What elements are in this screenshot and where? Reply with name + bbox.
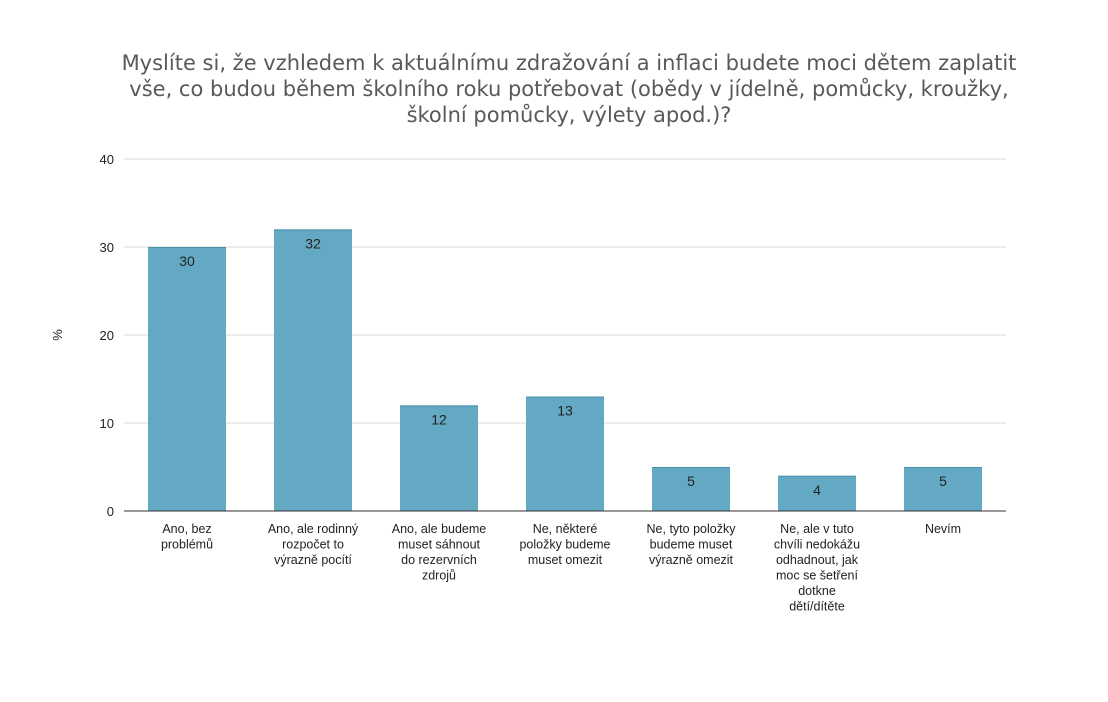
- bar: [148, 247, 226, 511]
- y-axis-ticks: 0 10 20 30 40: [100, 152, 114, 519]
- y-tick-label: 20: [100, 328, 114, 343]
- x-tick-label: Ano, ale rodinný rozpočet to výrazně pocít…: [268, 522, 359, 567]
- x-tick-label-line: výrazně omezit: [649, 553, 734, 567]
- x-axis-ticks: Ano, bez problémů Ano, ale rodinný rozpočet…: [161, 522, 961, 614]
- x-tick-label-line: Ano, ale budeme: [392, 522, 487, 536]
- x-tick-label-line: rozpočet to: [282, 538, 344, 552]
- x-tick-label-line: výrazně pocítí: [274, 553, 352, 567]
- x-tick-label-line: Ne, ale v tuto: [780, 522, 854, 536]
- x-tick-label-line: položky budeme: [519, 538, 610, 552]
- x-tick-label: Ne, některé položky budeme muset omezit: [519, 522, 610, 567]
- x-tick-label: Ne, ale v tuto chvíli nedokážu odhadnout, …: [774, 522, 860, 614]
- x-tick-label-line: Ano, ale rodinný: [268, 522, 359, 536]
- x-tick-label-line: moc se šetření: [776, 569, 859, 583]
- y-tick-label: 30: [100, 240, 114, 255]
- x-tick-label-line: Nevím: [925, 522, 961, 536]
- bar-value-label: 12: [431, 411, 447, 427]
- x-tick-label-line: muset sáhnout: [398, 538, 481, 552]
- chart-title: Myslíte si, že vzhledem k aktuálnímu zdr…: [0, 50, 1108, 128]
- bars: [148, 229, 982, 511]
- bar: [652, 467, 730, 511]
- bar: [904, 467, 982, 511]
- y-tick-label: 10: [100, 416, 114, 431]
- x-tick-label: Ne, tyto položky budeme muset výrazně omez…: [647, 522, 737, 567]
- bar: [400, 405, 478, 511]
- bar: [526, 396, 604, 511]
- chart-title-text: Myslíte si, že vzhledem k aktuálnímu zdr…: [121, 51, 1017, 127]
- bar-value-labels: 30 32 12 13 5 4 5: [179, 235, 947, 497]
- gridlines: [124, 158, 1006, 424]
- x-tick-label-line: do rezervních: [401, 553, 477, 567]
- x-tick-label-line: zdrojů: [422, 569, 456, 583]
- x-tick-label-line: dětí/dítěte: [789, 600, 845, 614]
- x-tick-label-line: odhadnout, jak: [776, 553, 859, 567]
- bar-value-label: 4: [813, 482, 821, 498]
- y-tick-label: 40: [100, 152, 114, 167]
- bar: [778, 475, 856, 511]
- x-tick-label-line: Ano, bez: [162, 522, 211, 536]
- x-tick-label-line: chvíli nedokážu: [774, 538, 860, 552]
- bar: [274, 229, 352, 511]
- x-tick-label: Ano, bez problémů: [161, 522, 213, 552]
- bar-value-label: 5: [939, 473, 947, 489]
- y-tick-label: 0: [107, 504, 114, 519]
- x-tick-label: Ano, ale budeme muset sáhnout do rezervníc…: [392, 522, 487, 583]
- x-tick-label-line: Ne, některé: [533, 522, 598, 536]
- bar-value-label: 5: [687, 473, 695, 489]
- x-tick-label: Nevím: [925, 522, 961, 536]
- x-tick-label-line: problémů: [161, 538, 213, 552]
- y-axis-label: %: [50, 329, 65, 341]
- x-tick-label-line: muset omezit: [528, 553, 603, 567]
- bar-value-label: 32: [305, 235, 321, 251]
- x-tick-label-line: dotkne: [798, 584, 836, 598]
- bar-value-label: 30: [179, 253, 195, 269]
- x-tick-label-line: Ne, tyto položky: [647, 522, 737, 536]
- bar-value-label: 13: [557, 403, 573, 419]
- x-tick-label-line: budeme muset: [650, 538, 733, 552]
